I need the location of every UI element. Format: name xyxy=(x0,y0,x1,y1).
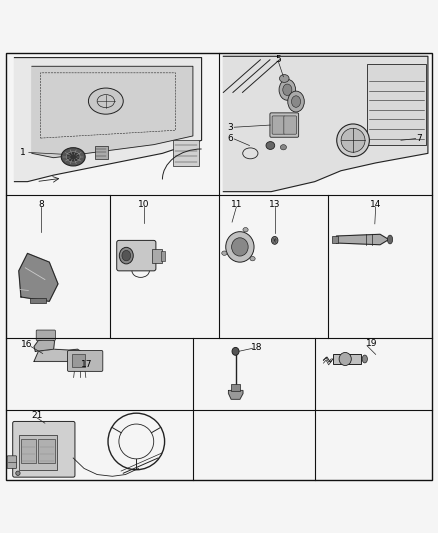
Bar xyxy=(21,439,36,463)
Text: 19: 19 xyxy=(366,340,377,349)
Polygon shape xyxy=(14,58,201,182)
Bar xyxy=(39,439,55,463)
Ellipse shape xyxy=(66,151,80,162)
Ellipse shape xyxy=(337,124,369,157)
Bar xyxy=(30,298,46,303)
Ellipse shape xyxy=(226,232,254,262)
Bar xyxy=(332,236,338,244)
Text: 11: 11 xyxy=(231,200,242,209)
Bar xyxy=(231,384,240,391)
Ellipse shape xyxy=(279,79,296,100)
Text: 17: 17 xyxy=(81,360,92,369)
Bar xyxy=(333,353,361,365)
Text: 13: 13 xyxy=(269,200,280,209)
Bar xyxy=(19,435,57,470)
Text: 10: 10 xyxy=(138,200,150,209)
Text: 3: 3 xyxy=(227,123,233,132)
Ellipse shape xyxy=(16,471,20,475)
Text: 16: 16 xyxy=(21,341,32,349)
Polygon shape xyxy=(32,66,193,158)
FancyBboxPatch shape xyxy=(7,456,17,469)
Text: 8: 8 xyxy=(39,200,44,209)
Ellipse shape xyxy=(243,228,248,232)
Ellipse shape xyxy=(339,352,351,366)
Text: 14: 14 xyxy=(370,200,381,209)
Polygon shape xyxy=(229,391,243,399)
Ellipse shape xyxy=(88,88,123,114)
Polygon shape xyxy=(336,235,389,245)
Bar xyxy=(95,146,108,158)
FancyBboxPatch shape xyxy=(67,351,103,372)
Bar xyxy=(367,64,426,144)
FancyBboxPatch shape xyxy=(117,240,156,271)
FancyBboxPatch shape xyxy=(272,116,285,134)
Ellipse shape xyxy=(222,251,227,255)
FancyBboxPatch shape xyxy=(13,422,75,477)
Ellipse shape xyxy=(272,237,278,244)
Bar xyxy=(173,140,199,166)
Ellipse shape xyxy=(279,75,289,83)
Polygon shape xyxy=(19,254,58,301)
Ellipse shape xyxy=(291,96,300,107)
Text: 6: 6 xyxy=(227,134,233,143)
Bar xyxy=(161,251,165,261)
Ellipse shape xyxy=(119,247,133,264)
Ellipse shape xyxy=(61,148,85,166)
Ellipse shape xyxy=(341,128,365,152)
FancyBboxPatch shape xyxy=(284,116,297,134)
Ellipse shape xyxy=(362,355,367,363)
Polygon shape xyxy=(34,338,54,351)
Text: 7: 7 xyxy=(417,134,422,143)
Ellipse shape xyxy=(232,348,239,356)
Ellipse shape xyxy=(232,238,248,256)
Bar xyxy=(152,249,162,263)
Ellipse shape xyxy=(122,251,131,261)
FancyBboxPatch shape xyxy=(36,330,55,341)
FancyBboxPatch shape xyxy=(270,113,299,137)
Ellipse shape xyxy=(283,84,292,95)
Polygon shape xyxy=(223,56,428,192)
Bar xyxy=(72,354,85,367)
Ellipse shape xyxy=(250,256,255,261)
Text: 1: 1 xyxy=(20,148,26,157)
Ellipse shape xyxy=(266,142,275,149)
Text: 21: 21 xyxy=(32,411,43,421)
Ellipse shape xyxy=(388,235,392,244)
Text: 18: 18 xyxy=(251,343,263,352)
Text: 5: 5 xyxy=(276,55,282,64)
Polygon shape xyxy=(34,349,84,361)
Ellipse shape xyxy=(288,91,304,112)
Ellipse shape xyxy=(280,144,286,150)
